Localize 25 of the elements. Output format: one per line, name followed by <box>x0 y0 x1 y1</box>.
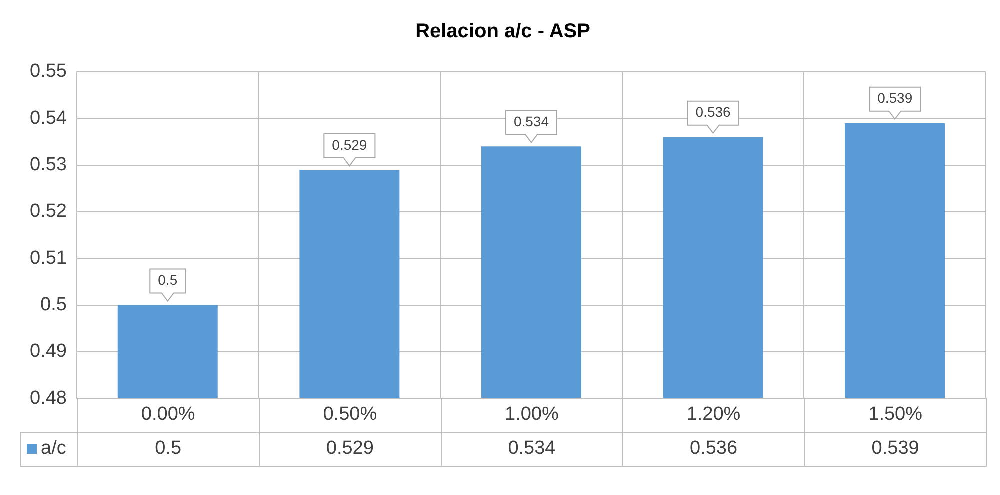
y-tick-label: 0.55 <box>30 61 67 82</box>
x-tick-label: 0.00% <box>77 398 260 432</box>
annotation: 0.5 <box>158 272 178 288</box>
x-tick-label: 1.50% <box>804 398 986 432</box>
legend-label: a/c <box>41 438 66 460</box>
annotation: 0.529 <box>332 136 368 153</box>
chart-title: Relacion a/c - ASP <box>416 20 590 43</box>
data-label: 0.534 <box>441 432 623 466</box>
annotation: 0.539 <box>878 90 913 106</box>
y-tick-label: 0.5 <box>40 294 67 316</box>
annotation: 0.534 <box>514 114 550 130</box>
data-label: 0.5 <box>77 432 260 466</box>
x-tick-label: 1.20% <box>622 398 805 432</box>
y-tick-label: 0.53 <box>30 154 67 176</box>
data-label: 0.536 <box>622 432 805 466</box>
y-tick-label: 0.51 <box>30 248 67 269</box>
annotation: 0.536 <box>696 104 732 120</box>
y-tick-label: 0.48 <box>30 388 67 409</box>
x-tick-label: 1.00% <box>441 398 623 432</box>
data-label: 0.539 <box>804 432 986 466</box>
y-tick-label: 0.54 <box>30 108 68 129</box>
y-tick-label: 0.49 <box>30 341 67 362</box>
data-label: 0.529 <box>259 432 442 466</box>
x-tick-label: 0.50% <box>259 398 442 432</box>
y-tick-label: 0.52 <box>30 201 67 222</box>
